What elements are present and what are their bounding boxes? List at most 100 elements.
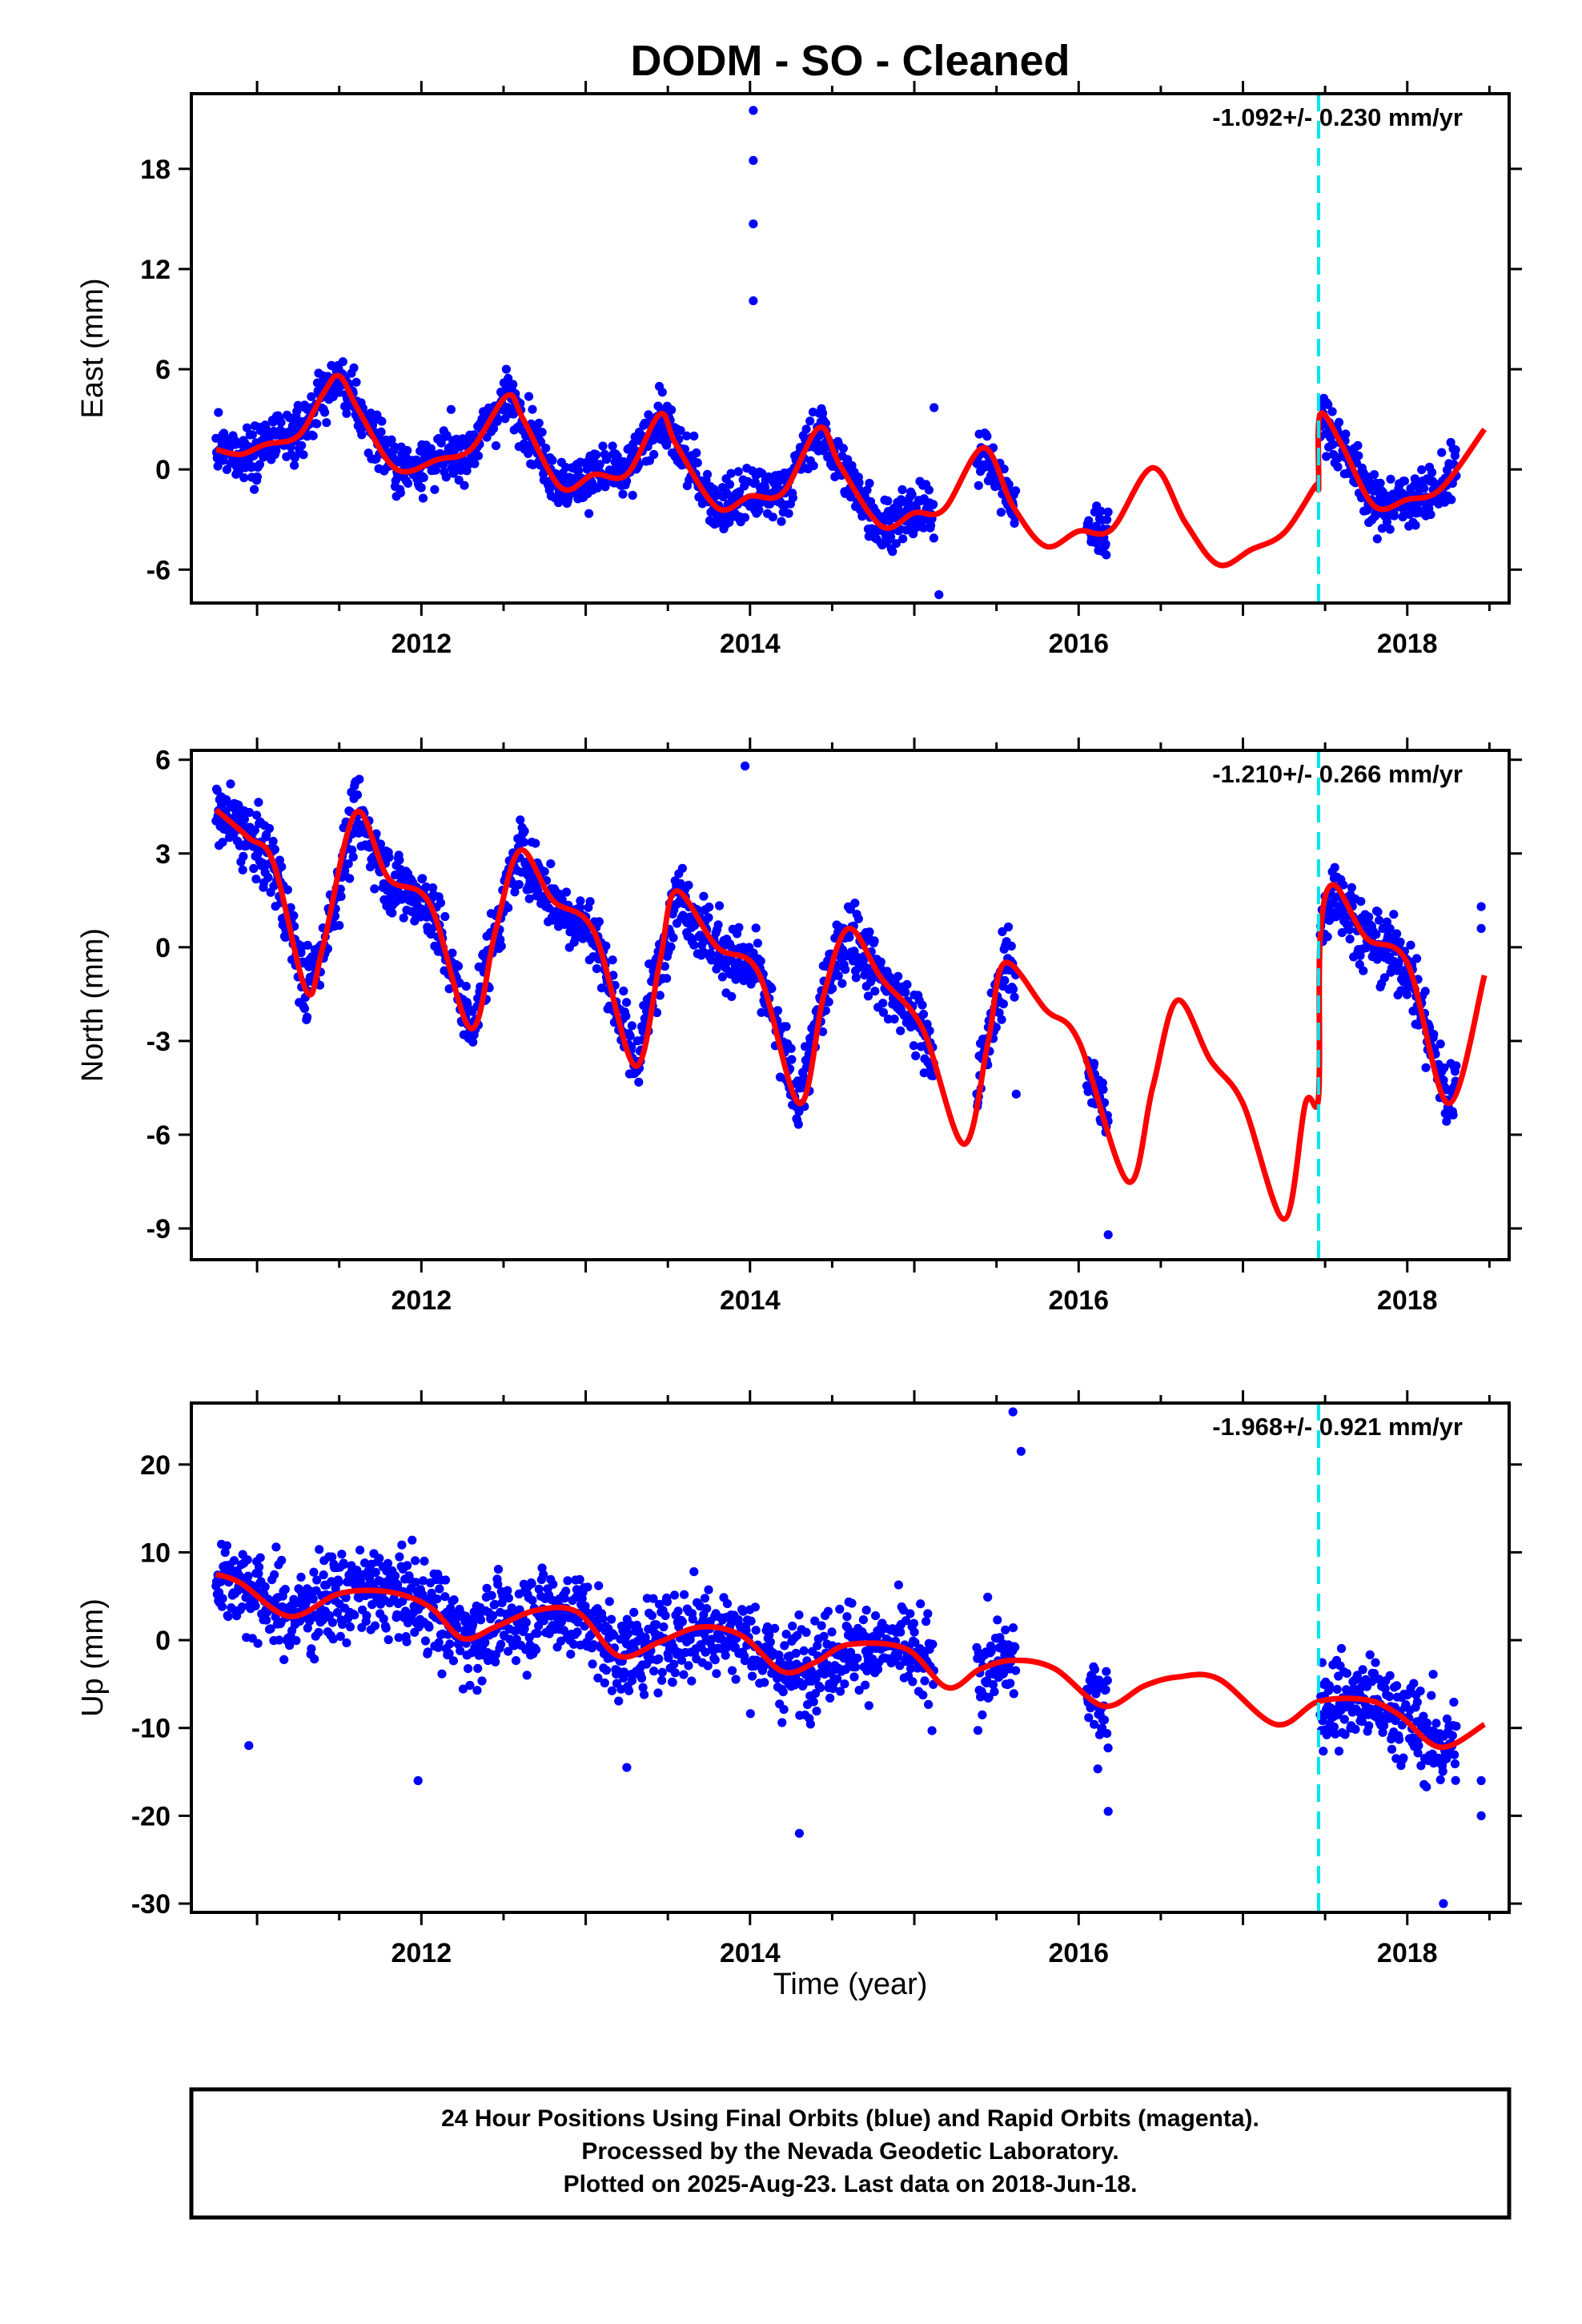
north-point — [1373, 907, 1383, 917]
east-point — [1386, 474, 1395, 484]
east-point — [1084, 516, 1094, 525]
up-point — [998, 1669, 1008, 1679]
north-point — [876, 957, 885, 967]
up-point — [779, 1705, 789, 1715]
east-point — [219, 456, 228, 465]
east-point — [601, 455, 612, 464]
east-point — [1372, 534, 1382, 544]
up-point — [653, 1688, 663, 1698]
east-point — [754, 505, 764, 515]
north-point — [767, 983, 777, 993]
up-point — [854, 1686, 864, 1695]
north-point — [662, 974, 672, 983]
north-point — [576, 896, 585, 906]
up-point — [1438, 1767, 1447, 1776]
up-point — [668, 1678, 677, 1687]
east-point — [801, 424, 811, 434]
up-point — [1422, 1719, 1432, 1728]
north-point — [239, 814, 249, 824]
up-point — [853, 1653, 862, 1663]
north-point — [251, 875, 261, 884]
up-point — [813, 1641, 822, 1651]
east-point — [470, 459, 480, 468]
north-point — [264, 823, 275, 834]
east-point — [1385, 525, 1395, 534]
north-point — [592, 964, 602, 974]
north-point — [893, 971, 903, 981]
up-point — [534, 1584, 544, 1594]
east-point — [628, 439, 638, 448]
up-point — [1092, 1686, 1102, 1695]
north-point — [244, 807, 255, 818]
north-point — [596, 983, 607, 993]
up-point — [271, 1542, 281, 1552]
north-plot-frame — [190, 749, 1511, 1261]
up-point — [669, 1590, 680, 1600]
up-point — [537, 1563, 547, 1573]
up-point — [427, 1588, 436, 1598]
up-point — [810, 1616, 820, 1626]
north-point — [853, 914, 863, 923]
east-outlier-point — [749, 219, 758, 229]
north-point — [909, 1041, 918, 1051]
east-point — [501, 364, 512, 374]
up-point — [312, 1575, 322, 1585]
up-y-tick-label: 0 — [155, 1626, 171, 1656]
east-point — [1096, 506, 1106, 516]
east-point — [307, 392, 316, 401]
north-point — [1412, 954, 1422, 963]
east-point — [1103, 507, 1113, 517]
east-point — [1399, 476, 1409, 486]
up-point — [218, 1594, 227, 1603]
up-point — [287, 1602, 297, 1611]
east-point — [1411, 521, 1420, 530]
up-outlier-point — [244, 1741, 254, 1751]
up-point — [1384, 1691, 1395, 1702]
up-point — [609, 1630, 619, 1640]
up-point — [1334, 1747, 1344, 1756]
up-outlier-point — [1016, 1446, 1026, 1456]
up-point — [338, 1619, 347, 1629]
north-point — [1372, 955, 1382, 964]
north-point — [1435, 1039, 1445, 1049]
east-rate-label: -1.092+/- 0.230 mm/yr — [1212, 103, 1463, 131]
north-point — [625, 1031, 635, 1041]
up-point — [527, 1579, 536, 1589]
up-point — [1431, 1719, 1441, 1728]
up-point — [488, 1610, 498, 1621]
up-point — [920, 1676, 930, 1686]
east-point — [1333, 462, 1343, 472]
east-point — [1328, 440, 1338, 449]
up-point — [816, 1683, 825, 1693]
up-point — [515, 1605, 524, 1614]
east-point — [1101, 539, 1110, 549]
up-point — [712, 1669, 721, 1679]
up-point — [1428, 1670, 1438, 1679]
up-point — [303, 1623, 312, 1633]
up-point — [600, 1678, 609, 1688]
up-point — [260, 1582, 270, 1591]
north-point — [781, 1022, 791, 1031]
east-point — [534, 418, 544, 428]
up-point — [397, 1540, 407, 1550]
east-point — [255, 460, 264, 469]
north-point — [756, 956, 765, 966]
up-point — [781, 1630, 791, 1639]
up-x-tick-label: 2014 — [720, 1938, 781, 1968]
up-point — [648, 1594, 658, 1603]
east-point — [351, 377, 361, 387]
north-point — [715, 901, 725, 911]
north-point — [1395, 937, 1405, 947]
east-point — [768, 513, 778, 522]
north-point — [704, 913, 713, 923]
up-point — [243, 1571, 253, 1581]
north-outlier-point — [1103, 1230, 1113, 1240]
north-point — [524, 894, 534, 903]
east-point — [682, 431, 692, 440]
north-point — [1389, 910, 1399, 919]
east-point — [1354, 451, 1363, 460]
up-point — [352, 1566, 362, 1575]
up-point — [1415, 1687, 1425, 1696]
